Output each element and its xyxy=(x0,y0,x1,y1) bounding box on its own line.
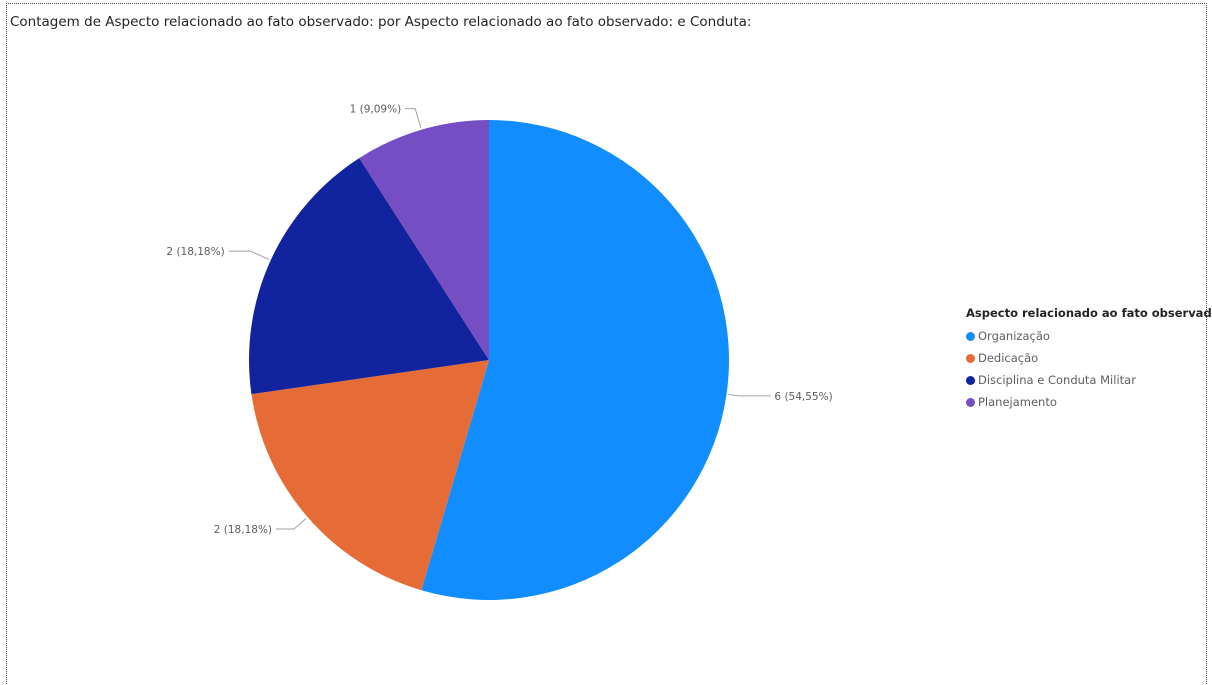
pie-slice-2[interactable] xyxy=(251,360,489,591)
pie-slices[interactable] xyxy=(249,120,729,600)
legend-marker-icon xyxy=(966,353,975,363)
chart-title: Contagem de Aspecto relacionado ao fato … xyxy=(10,14,752,30)
pie-slice-1[interactable] xyxy=(421,120,729,600)
leader-line-4 xyxy=(405,108,422,128)
legend-item-2[interactable]: Dedicação xyxy=(966,347,1212,369)
leader-line-3 xyxy=(228,250,270,260)
legend-label: Disciplina e Conduta Militar xyxy=(978,373,1136,387)
legend-marker-icon xyxy=(966,397,975,407)
data-labels: 6 (54,55%) 2 (18,18%) 2 (18,18%) 1 (9,09%) xyxy=(166,104,832,536)
legend-marker-icon xyxy=(966,375,975,385)
data-label-2: 2 (18,18%) xyxy=(214,524,272,536)
data-label-4: 1 (9,09%) xyxy=(350,104,402,116)
pie-slice-3[interactable] xyxy=(249,158,489,395)
pie-chart-visual[interactable] xyxy=(6,3,1207,684)
legend-label: Dedicação xyxy=(978,351,1039,365)
data-label-3: 2 (18,18%) xyxy=(166,246,224,258)
legend-label: Planejamento xyxy=(978,395,1057,409)
legend: Aspecto relacionado ao fato observado: O… xyxy=(966,306,1212,413)
legend-marker-icon xyxy=(966,331,975,341)
legend-item-4[interactable]: Planejamento xyxy=(966,391,1212,413)
legend-label: Organização xyxy=(978,329,1050,343)
legend-title: Aspecto relacionado ao fato observado: xyxy=(966,306,1212,320)
leader-line-2 xyxy=(276,518,307,530)
legend-items: Organização Dedicação Disciplina e Conduta… xyxy=(966,325,1212,413)
legend-item-1[interactable]: Organização xyxy=(966,325,1212,347)
pie-slice-4[interactable] xyxy=(359,120,489,360)
legend-item-3[interactable]: Disciplina e Conduta Militar xyxy=(966,369,1212,391)
leader-line-1 xyxy=(728,393,771,397)
data-label-1: 6 (54,55%) xyxy=(774,391,832,403)
